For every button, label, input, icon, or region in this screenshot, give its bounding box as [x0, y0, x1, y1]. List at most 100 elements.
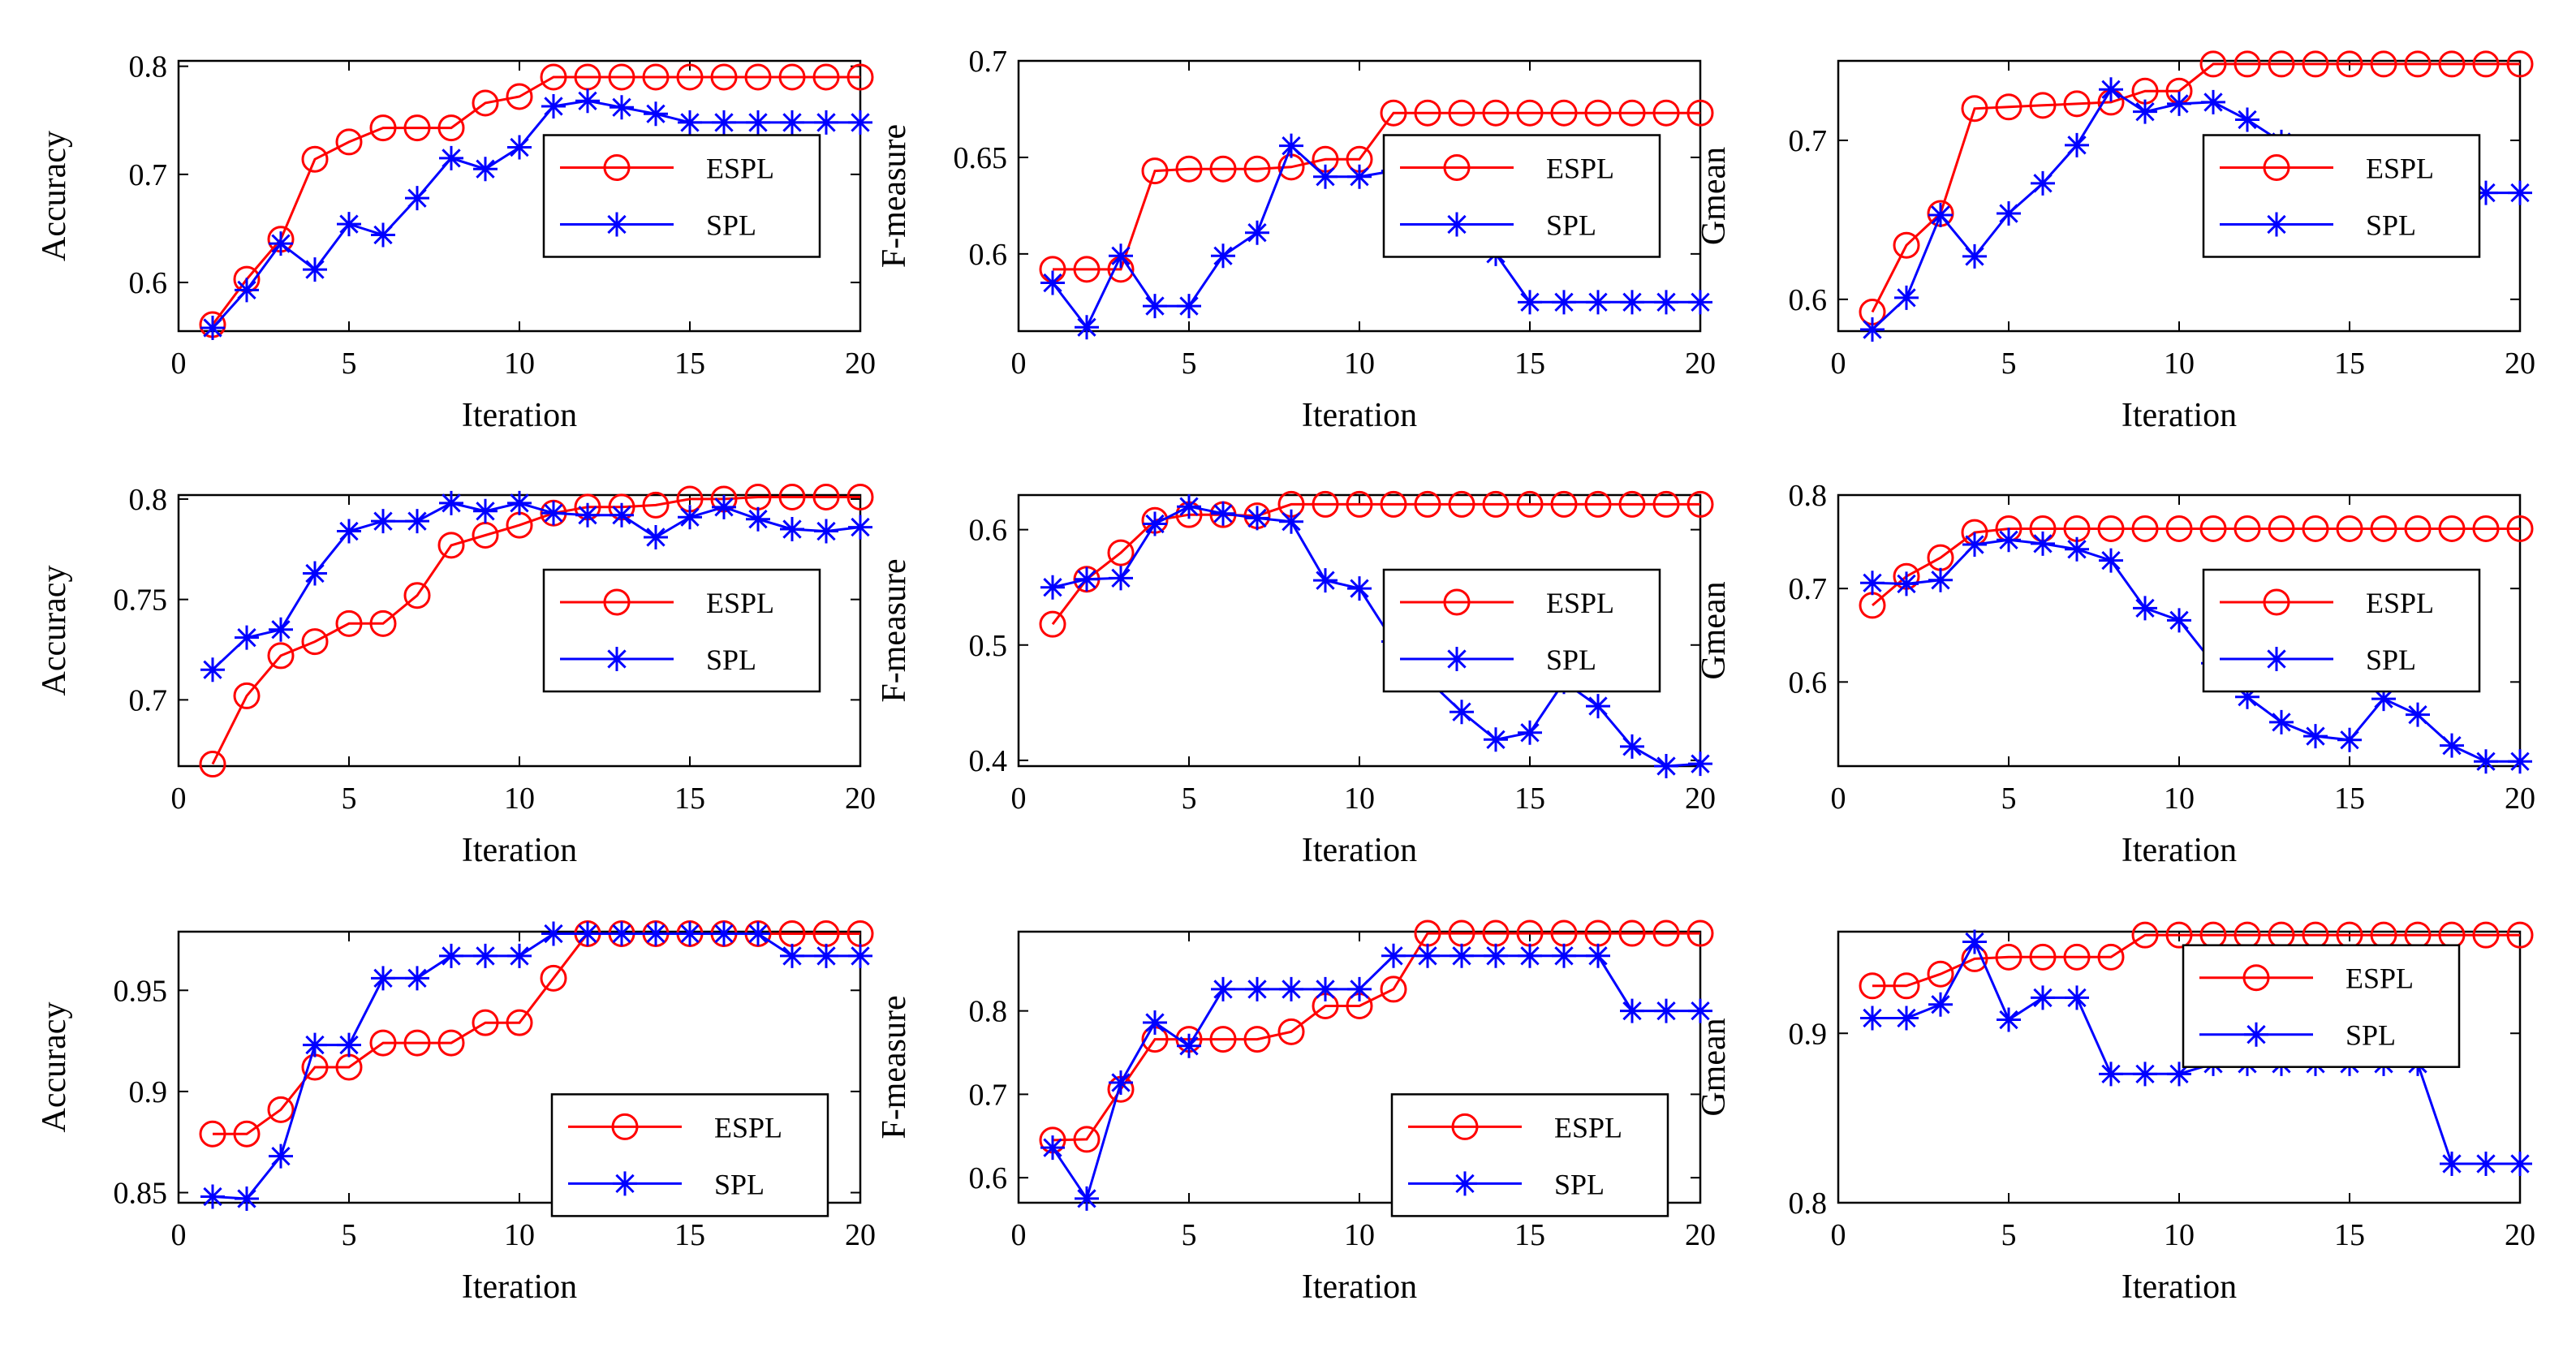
data-point-spl — [1313, 976, 1338, 1001]
chart-panel: 0 5 10 15 20 0.4 0.5 0.6 Iteration F-measure ESPL S… — [876, 490, 1716, 869]
data-point-espl — [403, 582, 431, 609]
data-point-espl — [1414, 99, 1441, 127]
x-tick-label: 10 — [504, 1218, 535, 1252]
data-point-espl — [1175, 155, 1203, 183]
y-tick-label: 0.8 — [1789, 479, 1828, 513]
data-point-spl — [746, 506, 770, 532]
data-point-spl — [1143, 294, 1167, 319]
data-point-spl — [439, 943, 463, 968]
legend: ESPL SPL — [550, 1093, 829, 1217]
data-point-spl — [780, 110, 804, 135]
data-point-spl — [1177, 294, 1201, 319]
data-point-espl — [233, 1120, 261, 1148]
y-tick-label: 0.5 — [969, 629, 1008, 663]
data-point-espl — [1584, 99, 1612, 127]
data-point-espl — [846, 483, 874, 510]
data-point-spl — [1109, 1070, 1133, 1096]
y-tick-label: 0.7 — [129, 683, 168, 717]
data-point-spl — [1143, 511, 1167, 536]
data-point-spl — [2508, 749, 2532, 774]
data-point-espl — [1277, 1018, 1305, 1045]
series-line-espl — [211, 75, 860, 325]
data-point-espl — [1073, 1126, 1101, 1153]
legend: ESPL SPL — [542, 134, 821, 258]
y-tick-label: 0.7 — [1789, 572, 1828, 606]
data-point-spl — [1928, 992, 1953, 1017]
data-point-espl — [2438, 515, 2466, 542]
data-point-spl — [2031, 170, 2055, 196]
legend-label: ESPL — [1554, 1111, 1622, 1143]
data-point-spl — [371, 509, 395, 534]
data-point-espl — [2165, 515, 2193, 542]
data-point-spl — [1279, 509, 1303, 534]
data-point-spl — [541, 501, 566, 526]
data-point-espl — [1686, 99, 1714, 127]
x-axis-label: Iteration — [2122, 397, 2237, 434]
x-axis-label: Iteration — [1302, 1268, 1417, 1306]
y-tick-label: 0.7 — [969, 1078, 1008, 1112]
data-point-spl — [610, 95, 634, 120]
data-point-spl — [1450, 700, 1474, 725]
data-point-espl — [1995, 943, 2022, 971]
data-point-spl — [1075, 566, 1099, 592]
data-point-spl — [1586, 290, 1610, 315]
data-point-spl — [2099, 77, 2123, 102]
y-tick-label: 0.7 — [969, 45, 1008, 79]
data-point-espl — [676, 63, 704, 91]
x-tick-label: 0 — [171, 782, 187, 816]
x-tick-label: 5 — [342, 782, 357, 816]
x-tick-label: 15 — [2334, 347, 2365, 381]
x-tick-label: 10 — [504, 782, 535, 816]
data-point-espl — [437, 114, 465, 142]
series-line-espl — [1052, 932, 1700, 1142]
legend: ESPL SPL — [2202, 568, 2481, 693]
data-point-spl — [2065, 132, 2089, 157]
data-point-spl — [678, 505, 702, 530]
data-point-espl — [2165, 921, 2193, 949]
data-point-espl — [2063, 90, 2091, 118]
data-point-spl — [746, 921, 770, 946]
data-point-spl — [2133, 99, 2157, 124]
chart-panel: 0 5 10 15 20 0.8 0.9 Iteration Gmean ESPL SPL — [1695, 921, 2535, 1306]
legend-marker-espl — [2242, 964, 2270, 992]
x-tick-label: 5 — [1182, 782, 1197, 816]
data-point-espl — [2268, 515, 2295, 542]
data-point-spl — [1688, 998, 1712, 1023]
x-axis-label: Iteration — [462, 397, 577, 434]
legend-label: ESPL — [706, 153, 774, 185]
legend-marker-spl — [613, 1171, 637, 1196]
chart-panel: 0 5 10 15 20 0.7 0.75 0.8 Iteration Accuracy ESPL S… — [36, 483, 876, 869]
data-point-spl — [1075, 1186, 1099, 1211]
data-point-espl — [1312, 490, 1339, 518]
data-point-spl — [2440, 1151, 2464, 1176]
y-axis-label: Gmean — [1695, 147, 1733, 245]
legend-marker-spl — [605, 647, 629, 671]
data-point-spl — [2440, 733, 2464, 758]
data-point-espl — [2029, 943, 2057, 971]
legend-label: SPL — [706, 209, 756, 242]
data-point-spl — [1860, 571, 1885, 596]
data-point-espl — [1550, 99, 1578, 127]
data-point-spl — [2474, 180, 2498, 205]
data-point-espl — [2097, 515, 2125, 542]
data-point-spl — [780, 943, 804, 968]
data-point-espl — [199, 751, 226, 778]
data-point-espl — [369, 1029, 397, 1057]
data-point-spl — [1860, 317, 1885, 342]
data-point-spl — [439, 145, 463, 170]
data-point-espl — [1346, 490, 1373, 518]
data-point-espl — [403, 114, 431, 142]
data-point-spl — [371, 222, 395, 248]
data-point-spl — [2508, 180, 2532, 205]
data-point-spl — [337, 212, 361, 237]
data-point-espl — [2370, 515, 2397, 542]
data-point-espl — [472, 1009, 499, 1036]
data-point-spl — [405, 509, 429, 534]
data-point-spl — [2099, 1062, 2123, 1087]
x-tick-label: 15 — [2334, 1218, 2365, 1252]
data-point-spl — [2201, 89, 2225, 114]
data-point-spl — [405, 186, 429, 211]
data-point-espl — [1584, 490, 1612, 518]
data-point-spl — [1894, 285, 1919, 310]
data-point-spl — [1279, 976, 1303, 1001]
